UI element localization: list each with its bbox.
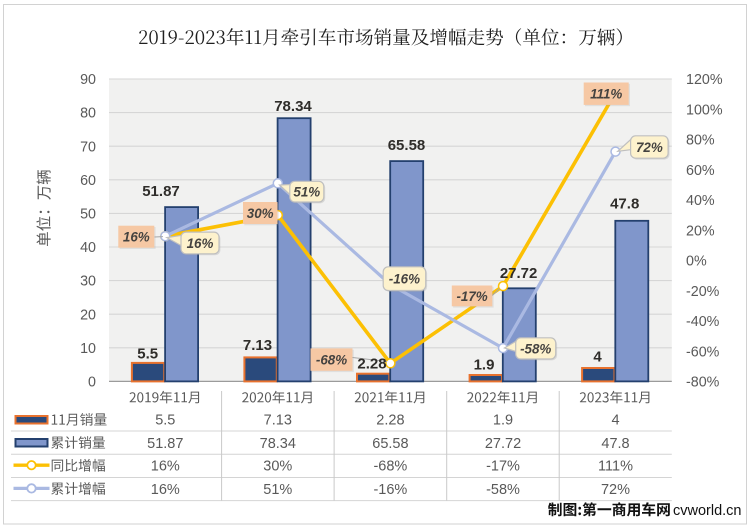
svg-text:4: 4 [593, 349, 602, 366]
svg-text:-16%: -16% [373, 482, 407, 498]
svg-text:5.5: 5.5 [137, 345, 158, 362]
svg-text:27.72: 27.72 [500, 265, 538, 282]
svg-text:10: 10 [80, 341, 96, 357]
svg-text:-20%: -20% [686, 284, 720, 300]
svg-text:51.87: 51.87 [142, 183, 180, 200]
svg-text:16%: 16% [187, 236, 214, 251]
svg-text:80: 80 [80, 106, 96, 122]
svg-text:-16%: -16% [389, 272, 420, 287]
svg-text:70: 70 [80, 139, 96, 155]
svg-text:120%: 120% [686, 72, 723, 88]
svg-text:-40%: -40% [686, 314, 720, 330]
svg-text:72%: 72% [601, 482, 630, 498]
svg-text:-68%: -68% [316, 353, 347, 368]
svg-text:60: 60 [80, 173, 96, 189]
svg-text:16%: 16% [151, 459, 180, 475]
svg-text:30%: 30% [263, 459, 292, 475]
svg-text:-58%: -58% [520, 341, 551, 356]
svg-text:-80%: -80% [686, 375, 720, 391]
svg-text:51%: 51% [263, 482, 292, 498]
svg-text:65.58: 65.58 [372, 436, 408, 452]
svg-text:47.8: 47.8 [601, 436, 629, 452]
svg-text:47.8: 47.8 [610, 196, 639, 213]
svg-text:-68%: -68% [373, 459, 407, 475]
svg-text:51.87: 51.87 [147, 436, 183, 452]
svg-text:0%: 0% [686, 254, 707, 270]
svg-text:-58%: -58% [486, 482, 520, 498]
svg-text:78.34: 78.34 [274, 98, 312, 115]
svg-text:111%: 111% [598, 459, 633, 475]
svg-text:72%: 72% [636, 140, 663, 155]
svg-text:1.9: 1.9 [474, 357, 495, 374]
svg-text:-60%: -60% [686, 344, 720, 360]
svg-text:27.72: 27.72 [485, 436, 521, 452]
svg-text:50: 50 [80, 207, 96, 223]
svg-text:16%: 16% [151, 482, 180, 498]
svg-text:-17%: -17% [456, 289, 487, 304]
svg-text:-17%: -17% [486, 459, 520, 475]
svg-text:30: 30 [80, 274, 96, 290]
svg-text:111%: 111% [590, 87, 622, 102]
svg-text:2.28: 2.28 [357, 356, 386, 373]
svg-text:2.28: 2.28 [376, 413, 404, 429]
svg-text:7.13: 7.13 [264, 413, 292, 429]
svg-text:40%: 40% [686, 193, 715, 209]
svg-text:5.5: 5.5 [155, 413, 175, 429]
svg-text:16%: 16% [123, 230, 150, 245]
svg-text:7.13: 7.13 [243, 337, 272, 354]
svg-text:4: 4 [611, 413, 619, 429]
svg-text:cvworld.cn: cvworld.cn [673, 503, 742, 519]
svg-text:100%: 100% [686, 102, 723, 118]
svg-text:20: 20 [80, 307, 96, 323]
svg-text:80%: 80% [686, 133, 715, 149]
svg-text:60%: 60% [686, 163, 715, 179]
svg-text:65.58: 65.58 [388, 137, 426, 154]
svg-text:1.9: 1.9 [493, 413, 513, 429]
svg-text:78.34: 78.34 [260, 436, 296, 452]
svg-text:20%: 20% [686, 223, 715, 239]
svg-text:51%: 51% [293, 185, 320, 200]
svg-text:90: 90 [80, 72, 96, 88]
svg-text:40: 40 [80, 240, 96, 256]
svg-text:30%: 30% [247, 206, 274, 221]
svg-text:0: 0 [88, 375, 96, 391]
